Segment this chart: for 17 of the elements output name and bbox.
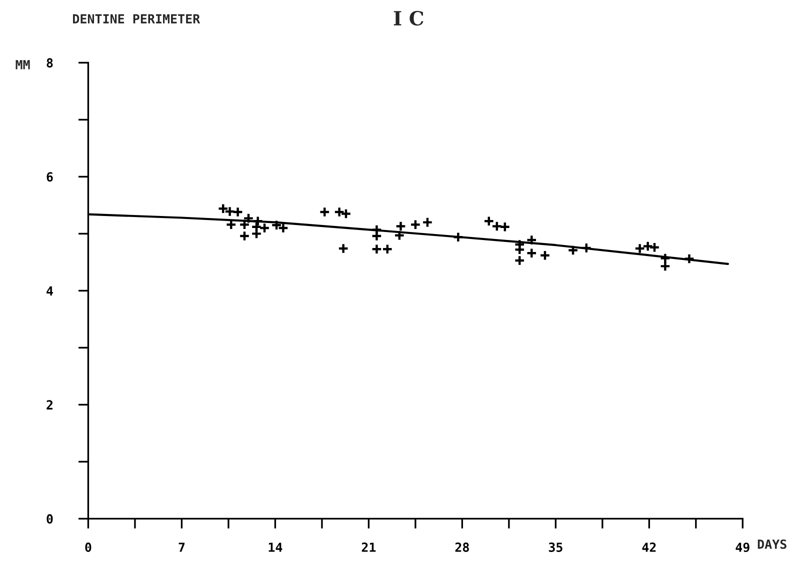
x-tick-label: 42 bbox=[642, 542, 656, 552]
x-tick-label: 49 bbox=[736, 542, 750, 552]
x-axis-title: DAYS bbox=[758, 539, 786, 549]
x-tick-label: 0 bbox=[85, 542, 92, 552]
x-tick-label: 7 bbox=[178, 542, 185, 552]
chart-title: DENTINE PERIMETER bbox=[73, 14, 200, 24]
y-tick-label: 0 bbox=[46, 514, 53, 524]
y-axis-title: MM bbox=[16, 60, 30, 70]
x-tick-label: 28 bbox=[455, 542, 469, 552]
y-tick-label: 2 bbox=[46, 400, 52, 410]
chart-subtitle: I C bbox=[394, 10, 424, 26]
x-tick-label: 21 bbox=[362, 542, 376, 552]
x-tick-label: 35 bbox=[548, 542, 562, 552]
x-tick-label: 14 bbox=[268, 542, 282, 552]
y-tick-label: 4 bbox=[46, 286, 53, 296]
y-tick-label: 6 bbox=[46, 172, 53, 182]
y-tick-label: 8 bbox=[46, 58, 53, 68]
